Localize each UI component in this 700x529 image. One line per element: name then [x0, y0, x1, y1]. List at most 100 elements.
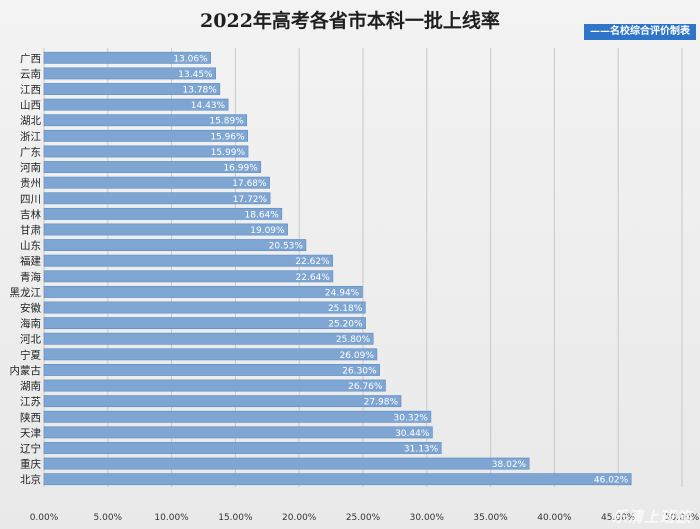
data-label: 38.02%: [492, 460, 527, 470]
category-label: 湖北: [20, 115, 41, 127]
data-label: 14.43%: [191, 101, 226, 111]
category-label: 陕西: [20, 411, 41, 424]
category-label: 天津: [20, 427, 41, 439]
bar: [43, 114, 248, 127]
data-label: 16.99%: [223, 164, 258, 174]
category-label: 安徽: [20, 302, 41, 315]
category-labels: 广西云南江西山西湖北浙江广东河南贵州四川吉林甘肃山东福建青海黑龙江安徽海南河北宁…: [10, 53, 42, 486]
category-label: 浙江: [20, 131, 41, 143]
value-labels: 13.06% 13.45% 13.78% 14.43% 15.89% 15.96% 15.9…: [173, 54, 628, 485]
bar: [43, 317, 366, 330]
data-label: 15.96%: [210, 132, 245, 142]
bar: [43, 301, 366, 314]
category-label: 云南: [20, 67, 41, 80]
x-tick-label: 30.00%: [410, 513, 445, 523]
bar: [43, 161, 262, 173]
bar: [43, 426, 433, 439]
data-label: 13.06%: [173, 54, 208, 64]
category-label: 宁夏: [20, 348, 41, 361]
category-label: 广西: [20, 53, 41, 65]
category-label: 青海: [20, 270, 41, 283]
x-tick-label: 10.00%: [154, 513, 189, 523]
data-label: 20.53%: [269, 242, 304, 252]
bar: [43, 379, 386, 392]
x-tick-label: 25.00%: [346, 513, 381, 523]
credit-badge: ——名校综合评价制表: [584, 24, 696, 40]
x-tick-label: 15.00%: [218, 513, 253, 523]
data-label: 25.20%: [328, 320, 363, 330]
data-label: 26.09%: [340, 351, 375, 361]
bar: [43, 364, 380, 376]
bar: [43, 285, 363, 298]
data-label: 26.30%: [342, 366, 377, 376]
bar: [43, 145, 249, 158]
data-label: 22.62%: [295, 257, 330, 267]
bar: [43, 395, 402, 408]
data-label: 30.44%: [395, 429, 430, 439]
bar: [43, 442, 442, 454]
bar: [43, 348, 378, 361]
category-label: 贵州: [20, 177, 41, 190]
bar: [43, 83, 221, 95]
category-label: 海南: [20, 317, 41, 330]
data-label: 24.94%: [325, 288, 360, 298]
category-label: 北京: [20, 473, 41, 486]
bar: [43, 67, 216, 80]
data-label: 22.64%: [296, 273, 331, 283]
category-label: 广东: [20, 145, 41, 158]
data-label: 27.98%: [364, 398, 399, 408]
data-label: 18.64%: [245, 210, 280, 220]
chart-title: 2022年高考各省市本科一批上线率: [200, 10, 500, 32]
category-label: 河北: [20, 334, 41, 346]
x-tick-label: 45.00%: [601, 513, 636, 523]
category-label: 山西: [20, 100, 41, 112]
data-label: 46.02%: [594, 476, 629, 486]
data-label: 17.72%: [233, 195, 268, 205]
bar: [43, 207, 283, 220]
category-label: 河南: [20, 161, 41, 174]
category-label: 重庆: [20, 458, 41, 471]
bars: [43, 51, 632, 486]
data-label: 15.99%: [211, 148, 246, 158]
x-tick-label: 0.00%: [30, 513, 59, 523]
bar: [43, 176, 270, 189]
category-label: 山东: [20, 239, 41, 252]
bar: [43, 223, 288, 236]
watermark-text: 乐清上班族: [611, 508, 692, 526]
x-tick-labels: 0.00% 5.00% 10.00% 15.00% 20.00% 25.00% 30.00%…: [30, 513, 700, 523]
x-tick-label: 35.00%: [473, 513, 508, 523]
bar: [43, 239, 307, 252]
category-label: 黑龙江: [10, 286, 42, 299]
bar: [43, 254, 333, 267]
bar: [43, 129, 248, 142]
bar: [43, 332, 374, 345]
data-label: 25.80%: [336, 335, 371, 345]
x-tick-label: 5.00%: [94, 513, 123, 523]
bar: [43, 457, 530, 470]
data-label: 13.78%: [183, 86, 218, 96]
category-label: 吉林: [20, 208, 41, 221]
data-label: 30.32%: [394, 413, 429, 423]
category-label: 辽宁: [20, 442, 41, 455]
data-label: 19.09%: [250, 226, 285, 236]
bar: [43, 270, 334, 283]
category-label: 甘肃: [20, 223, 41, 236]
data-label: 13.45%: [178, 70, 213, 80]
x-tick-label: 40.00%: [537, 513, 572, 523]
category-label: 江西: [20, 84, 41, 96]
category-label: 湖南: [20, 380, 41, 393]
data-label: 25.18%: [328, 304, 363, 314]
data-label: 31.13%: [404, 444, 439, 454]
data-label: 17.68%: [232, 179, 267, 189]
data-label: 15.89%: [209, 117, 244, 127]
x-tick-label: 20.00%: [282, 513, 317, 523]
bar: [43, 473, 632, 486]
category-label: 内蒙古: [10, 364, 42, 377]
category-label: 江苏: [20, 395, 41, 408]
bar: [43, 98, 229, 111]
category-label: 福建: [20, 255, 41, 268]
bar: [43, 51, 211, 64]
category-label: 四川: [20, 193, 41, 205]
data-label: 26.76%: [348, 382, 383, 392]
